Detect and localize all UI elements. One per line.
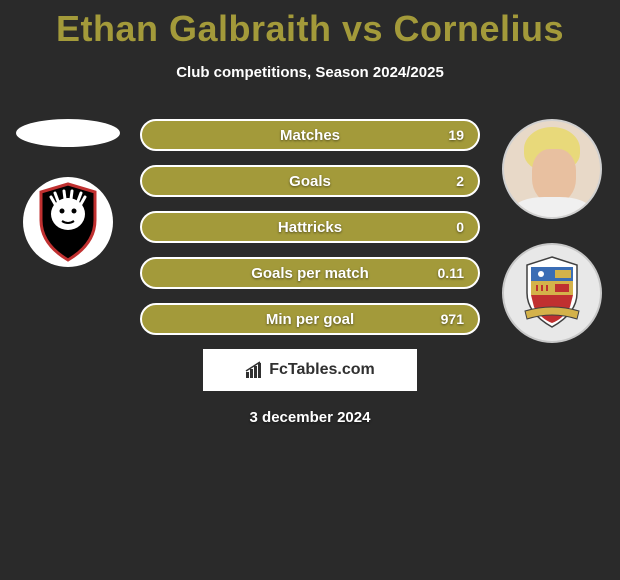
page-title: Ethan Galbraith vs Cornelius bbox=[0, 0, 620, 50]
left-player-avatar bbox=[16, 119, 120, 147]
right-club-badge bbox=[502, 243, 602, 343]
left-player-column bbox=[8, 119, 128, 267]
date-text: 3 december 2024 bbox=[0, 409, 620, 426]
stat-value: 2 bbox=[456, 173, 464, 189]
chart-icon bbox=[245, 361, 265, 379]
brand-watermark: FcTables.com bbox=[203, 349, 417, 391]
right-player-avatar bbox=[502, 119, 602, 219]
stat-bar-hattricks: Hattricks 0 bbox=[140, 211, 480, 243]
town-crest-icon bbox=[517, 253, 587, 333]
stat-label: Min per goal bbox=[266, 311, 354, 328]
stat-bars: Matches 19 Goals 2 Hattricks 0 Goals per… bbox=[140, 119, 480, 335]
stat-value: 971 bbox=[441, 311, 464, 327]
stat-value: 19 bbox=[448, 127, 464, 143]
stat-bar-matches: Matches 19 bbox=[140, 119, 480, 151]
comparison-content: Matches 19 Goals 2 Hattricks 0 Goals per… bbox=[0, 119, 620, 426]
stat-label: Goals bbox=[289, 173, 331, 190]
stat-label: Hattricks bbox=[278, 219, 342, 236]
stat-label: Goals per match bbox=[251, 265, 369, 282]
stat-label: Matches bbox=[280, 127, 340, 144]
stat-bar-goals-per-match: Goals per match 0.11 bbox=[140, 257, 480, 289]
right-player-column bbox=[492, 119, 612, 343]
lion-shield-icon bbox=[33, 182, 103, 262]
stat-value: 0.11 bbox=[438, 265, 464, 281]
stat-value: 0 bbox=[456, 219, 464, 235]
stat-bar-min-per-goal: Min per goal 971 bbox=[140, 303, 480, 335]
subtitle: Club competitions, Season 2024/2025 bbox=[0, 64, 620, 81]
brand-text: FcTables.com bbox=[269, 361, 375, 379]
left-club-badge bbox=[23, 177, 113, 267]
stat-bar-goals: Goals 2 bbox=[140, 165, 480, 197]
